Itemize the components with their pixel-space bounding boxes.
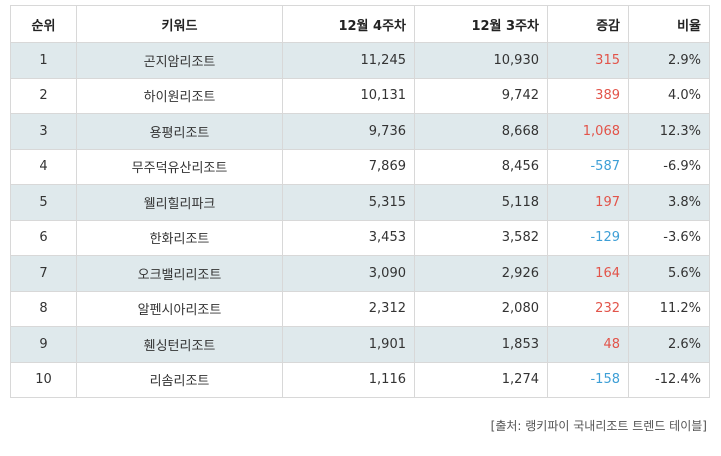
cell-week4: 11,245 [282,42,415,79]
cell-keyword: 한화리조트 [76,219,283,256]
cell-rank: 8 [10,290,77,327]
cell-rank: 5 [10,184,77,221]
cell-ratio: 12.3% [628,113,710,150]
cell-week4: 1,116 [282,361,415,398]
cell-change: 197 [547,184,629,221]
header-change: 증감 [547,5,629,43]
cell-ratio: 3.8% [628,184,710,221]
source-caption: [출처: 랭키파이 국내리조트 트렌드 테이블] [490,419,707,433]
cell-change: 48 [547,326,629,363]
cell-week3: 1,853 [414,326,548,363]
table-row: 9 휀싱턴리조트 1,901 1,853 48 2.6% [10,326,710,363]
cell-change: 389 [547,77,629,114]
cell-week3: 3,582 [414,219,548,256]
cell-change: -587 [547,148,629,185]
cell-keyword: 웰리힐리파크 [76,184,283,221]
cell-week3: 2,926 [414,255,548,292]
table-row: 2 하이원리조트 10,131 9,742 389 4.0% [10,77,710,114]
cell-rank: 6 [10,219,77,256]
cell-keyword: 알펜시아리조트 [76,290,283,327]
cell-rank: 2 [10,77,77,114]
cell-week4: 3,090 [282,255,415,292]
cell-ratio: -12.4% [628,361,710,398]
cell-ratio: 11.2% [628,290,710,327]
cell-rank: 1 [10,42,77,79]
cell-week3: 1,274 [414,361,548,398]
cell-change: 164 [547,255,629,292]
header-row: 순위 키워드 12월 4주차 12월 3주차 증감 비율 [10,5,710,43]
cell-rank: 9 [10,326,77,363]
table-row: 7 오크밸리리조트 3,090 2,926 164 5.6% [10,255,710,292]
cell-week3: 5,118 [414,184,548,221]
cell-change: 232 [547,290,629,327]
cell-rank: 4 [10,148,77,185]
header-ratio: 비율 [628,5,710,43]
cell-keyword: 하이원리조트 [76,77,283,114]
table-body: 1 곤지암리조트 11,245 10,930 315 2.9% 2 하이원리조트 10,131 9… [10,42,710,398]
cell-week3: 8,456 [414,148,548,185]
table-row: 8 알펜시아리조트 2,312 2,080 232 11.2% [10,290,710,327]
cell-rank: 3 [10,113,77,150]
cell-ratio: 2.6% [628,326,710,363]
cell-keyword: 휀싱턴리조트 [76,326,283,363]
header-week3: 12월 3주차 [414,5,548,43]
cell-rank: 7 [10,255,77,292]
cell-change: 1,068 [547,113,629,150]
cell-change: -129 [547,219,629,256]
cell-keyword: 용평리조트 [76,113,283,150]
header-week4: 12월 4주차 [282,5,415,43]
table-row: 4 무주덕유산리조트 7,869 8,456 -587 -6.9% [10,148,710,185]
cell-week4: 2,312 [282,290,415,327]
cell-week4: 7,869 [282,148,415,185]
cell-week4: 1,901 [282,326,415,363]
cell-ratio: 4.0% [628,77,710,114]
cell-ratio: 2.9% [628,42,710,79]
cell-rank: 10 [10,361,77,398]
cell-keyword: 무주덕유산리조트 [76,148,283,185]
cell-ratio: -6.9% [628,148,710,185]
table-row: 10 리솜리조트 1,116 1,274 -158 -12.4% [10,361,710,398]
table-row: 3 용평리조트 9,736 8,668 1,068 12.3% [10,113,710,150]
cell-week3: 10,930 [414,42,548,79]
table-header: 순위 키워드 12월 4주차 12월 3주차 증감 비율 [10,5,710,43]
cell-ratio: 5.6% [628,255,710,292]
cell-week4: 10,131 [282,77,415,114]
cell-keyword: 오크밸리리조트 [76,255,283,292]
cell-change: -158 [547,361,629,398]
cell-keyword: 곤지암리조트 [76,42,283,79]
cell-week3: 8,668 [414,113,548,150]
table-row: 1 곤지암리조트 11,245 10,930 315 2.9% [10,42,710,79]
header-keyword: 키워드 [76,5,283,43]
cell-ratio: -3.6% [628,219,710,256]
cell-week4: 5,315 [282,184,415,221]
ranking-table: 순위 키워드 12월 4주차 12월 3주차 증감 비율 1 곤지암리조트 11,2… [10,5,710,398]
cell-week4: 9,736 [282,113,415,150]
header-rank: 순위 [10,5,77,43]
cell-week3: 9,742 [414,77,548,114]
cell-week4: 3,453 [282,219,415,256]
cell-change: 315 [547,42,629,79]
table-row: 5 웰리힐리파크 5,315 5,118 197 3.8% [10,184,710,221]
table-row: 6 한화리조트 3,453 3,582 -129 -3.6% [10,219,710,256]
cell-keyword: 리솜리조트 [76,361,283,398]
cell-week3: 2,080 [414,290,548,327]
